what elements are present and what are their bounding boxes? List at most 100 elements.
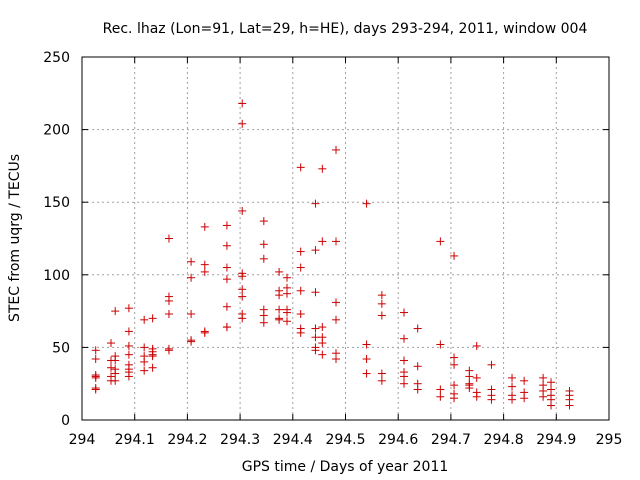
data-point — [283, 308, 292, 317]
y-tick-label: 150 — [43, 195, 70, 211]
data-point — [487, 395, 496, 404]
data-point — [140, 315, 149, 324]
data-point — [106, 363, 115, 372]
data-point — [520, 376, 529, 385]
data-point — [275, 291, 284, 300]
x-tick-label: 294 — [69, 432, 96, 448]
data-point — [465, 372, 474, 381]
data-point — [508, 382, 517, 391]
data-point — [296, 163, 305, 172]
data-point — [436, 392, 445, 401]
data-point — [124, 304, 133, 313]
data-point — [124, 341, 133, 350]
data-point — [91, 373, 100, 382]
data-point — [332, 355, 341, 364]
x-tick-label: 294.3 — [220, 432, 260, 448]
data-point — [311, 199, 320, 208]
data-point — [318, 164, 327, 173]
x-tick-label: 294.8 — [484, 432, 524, 448]
data-point — [318, 323, 327, 332]
data-point — [222, 323, 231, 332]
data-point — [111, 356, 120, 365]
data-point — [377, 291, 386, 300]
data-point — [450, 360, 459, 369]
data-point — [200, 222, 209, 231]
data-point — [399, 379, 408, 388]
data-point — [296, 263, 305, 272]
data-point — [332, 315, 341, 324]
data-point — [238, 206, 247, 215]
data-point — [332, 145, 341, 154]
data-point — [91, 385, 100, 394]
axis-ticks: 294 294.1 294.2 294.3 294.4 294.5 294.6 294.7 29… — [43, 50, 622, 448]
data-point — [222, 263, 231, 272]
data-point — [164, 310, 173, 319]
data-point — [332, 237, 341, 246]
data-point — [238, 285, 247, 294]
data-point — [450, 251, 459, 260]
data-point — [259, 240, 268, 249]
data-point — [148, 352, 157, 361]
data-point — [377, 369, 386, 378]
data-point — [124, 372, 133, 381]
y-tick-label: 100 — [43, 268, 70, 284]
data-point — [508, 373, 517, 382]
data-point — [472, 341, 481, 350]
data-point — [296, 328, 305, 337]
data-points — [91, 99, 574, 410]
data-point — [399, 356, 408, 365]
y-tick-label: 250 — [43, 50, 70, 66]
data-point — [565, 401, 574, 410]
data-point — [539, 373, 548, 382]
y-tick-label: 200 — [43, 123, 70, 139]
data-point — [362, 340, 371, 349]
data-point — [238, 314, 247, 323]
data-point — [318, 339, 327, 348]
data-point — [450, 394, 459, 403]
data-point — [413, 362, 422, 371]
data-point — [259, 254, 268, 263]
y-tick-label: 0 — [61, 413, 70, 429]
data-point — [140, 343, 149, 352]
data-point — [311, 346, 320, 355]
data-point — [436, 237, 445, 246]
data-point — [547, 378, 556, 387]
data-point — [238, 292, 247, 301]
data-point — [547, 401, 556, 410]
data-point — [311, 288, 320, 297]
data-point — [259, 217, 268, 226]
data-point — [362, 355, 371, 364]
data-point — [106, 339, 115, 348]
data-point — [238, 119, 247, 128]
data-point — [520, 394, 529, 403]
data-point — [140, 357, 149, 366]
data-point — [436, 385, 445, 394]
data-point — [222, 221, 231, 230]
data-point — [377, 311, 386, 320]
data-point — [200, 267, 209, 276]
data-point — [318, 350, 327, 359]
data-point — [148, 363, 157, 372]
data-point — [311, 246, 320, 255]
x-tick-label: 294.9 — [536, 432, 576, 448]
data-point — [187, 257, 196, 266]
data-point — [238, 99, 247, 108]
data-point — [187, 273, 196, 282]
data-point — [296, 310, 305, 319]
data-point — [187, 337, 196, 346]
data-point — [362, 369, 371, 378]
data-point — [399, 334, 408, 343]
data-point — [487, 360, 496, 369]
chart-title: Rec. lhaz (Lon=91, Lat=29, h=HE), days 2… — [103, 21, 588, 37]
data-point — [222, 241, 231, 250]
data-point — [508, 395, 517, 404]
data-point — [283, 317, 292, 326]
data-point — [539, 392, 548, 401]
data-point — [148, 314, 157, 323]
data-point — [91, 346, 100, 355]
data-point — [399, 308, 408, 317]
x-tick-label: 294.4 — [273, 432, 313, 448]
data-point — [140, 366, 149, 375]
data-point — [296, 247, 305, 256]
data-point — [283, 289, 292, 298]
